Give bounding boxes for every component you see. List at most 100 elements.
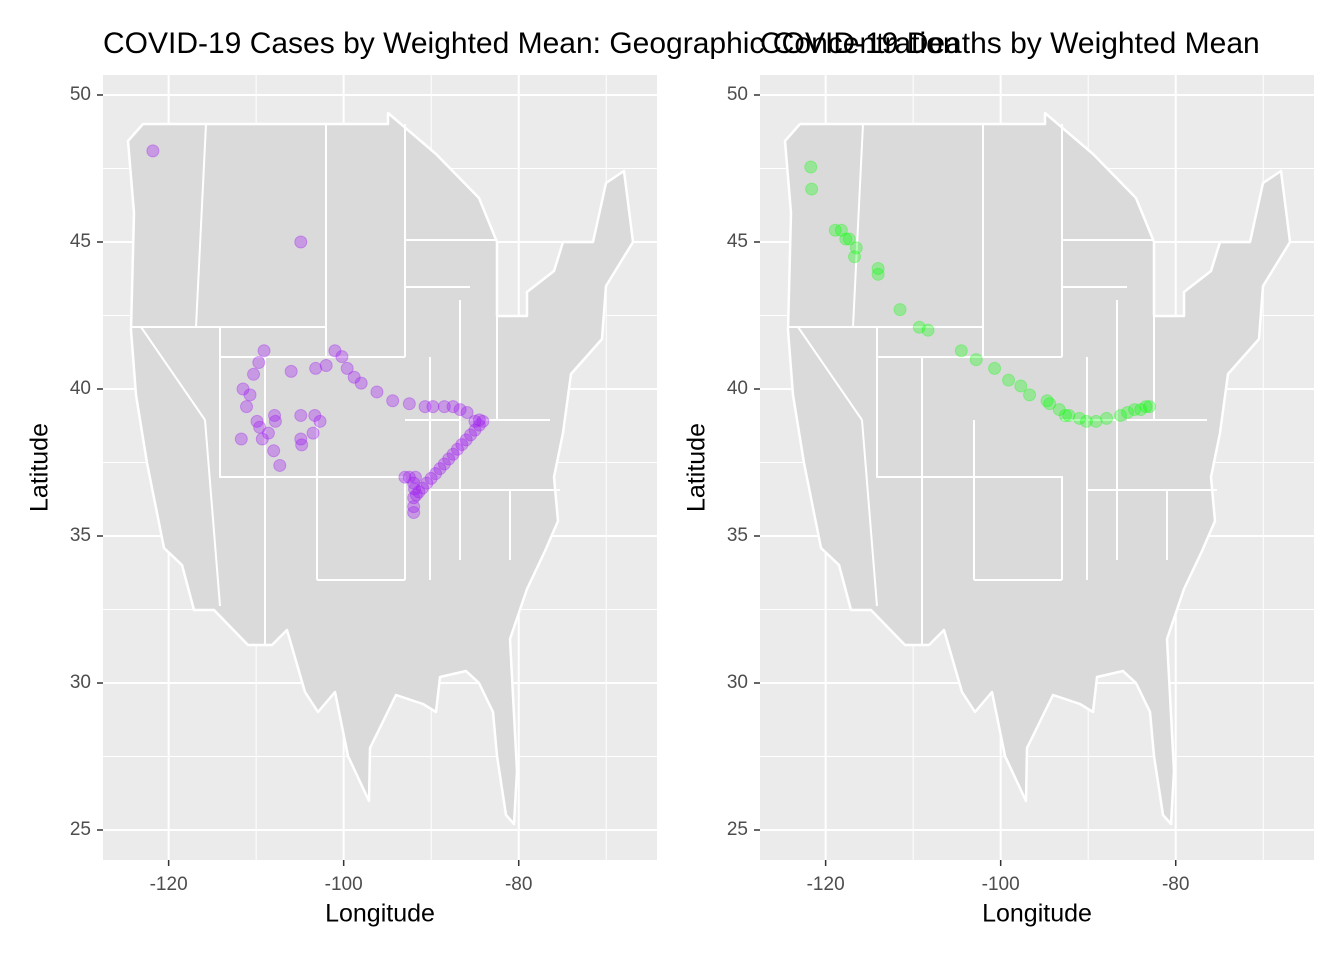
y-tick-label: 50: [70, 84, 91, 105]
point: [834, 223, 848, 237]
point: [424, 471, 438, 485]
point: [848, 250, 862, 264]
point: [1139, 400, 1153, 414]
y-tick-label: 40: [727, 378, 748, 399]
point: [459, 433, 473, 447]
y-tick-label: 30: [727, 672, 748, 693]
point: [418, 400, 432, 414]
point: [398, 470, 412, 484]
point: [460, 406, 474, 420]
point: [295, 438, 309, 452]
point: [1043, 397, 1057, 411]
point: [257, 344, 271, 358]
point: [386, 394, 400, 408]
point: [306, 426, 320, 440]
point: [240, 400, 254, 414]
point: [402, 470, 416, 484]
point: [1023, 388, 1037, 402]
chart-title: COVID-19 Deaths by Weighted Mean: [760, 27, 1260, 60]
point: [294, 432, 308, 446]
point: [255, 432, 269, 446]
point: [267, 444, 281, 458]
point: [912, 320, 926, 334]
point: [340, 361, 354, 375]
point: [273, 458, 287, 472]
point: [437, 400, 451, 414]
point: [468, 423, 482, 437]
point: [284, 364, 298, 378]
point: [409, 488, 423, 502]
point: [294, 235, 308, 249]
point: [805, 182, 819, 196]
point: [842, 232, 856, 246]
point: [921, 323, 935, 337]
point: [1128, 403, 1142, 417]
point: [429, 467, 443, 481]
point: [309, 361, 323, 375]
y-tick-label: 50: [727, 84, 748, 105]
y-axis-title: Latitude: [26, 423, 54, 512]
point: [455, 438, 469, 452]
point: [407, 491, 421, 505]
point: [1014, 379, 1028, 393]
point: [446, 447, 460, 461]
point: [247, 367, 261, 381]
x-tick-label: -120: [807, 874, 845, 895]
y-tick-label: 45: [727, 231, 748, 252]
x-tick-label: -120: [150, 874, 188, 895]
point: [871, 267, 885, 281]
point: [442, 452, 456, 466]
chart-title: COVID-19 Cases by Weighted Mean: Geograp…: [103, 27, 960, 60]
y-tick-label: 45: [70, 231, 91, 252]
point: [988, 361, 1002, 375]
x-tick-label: -100: [325, 874, 363, 895]
point: [849, 241, 863, 255]
point: [871, 261, 885, 275]
point: [407, 505, 421, 519]
point: [335, 350, 349, 364]
point: [828, 223, 842, 237]
x-tick-label: -100: [982, 874, 1020, 895]
point: [446, 400, 460, 414]
point: [236, 382, 250, 396]
point: [450, 442, 464, 456]
point: [294, 408, 308, 422]
point: [1100, 411, 1114, 425]
point: [268, 408, 282, 422]
point: [437, 457, 451, 471]
point: [408, 470, 422, 484]
point: [261, 426, 275, 440]
point: [146, 144, 160, 158]
point: [468, 414, 482, 428]
panel: -120 -100 -80 25 30 35 40 45 50 Longitude Latitude…: [683, 27, 1314, 928]
point: [408, 482, 422, 496]
point: [1002, 373, 1016, 387]
point: [402, 397, 416, 411]
point: [354, 376, 368, 390]
point: [426, 400, 440, 414]
y-tick-label: 35: [727, 525, 748, 546]
point: [250, 414, 264, 428]
point: [893, 303, 907, 317]
point: [804, 160, 818, 174]
point: [1142, 400, 1156, 414]
point: [1072, 411, 1086, 425]
point: [472, 418, 486, 432]
x-tick-label: -80: [505, 874, 532, 895]
point: [1040, 394, 1054, 408]
x-tick-label: -80: [1162, 874, 1189, 895]
y-tick-label: 25: [70, 819, 91, 840]
y-tick-label: 35: [70, 525, 91, 546]
point: [1062, 408, 1076, 422]
point: [464, 428, 478, 442]
point: [1114, 408, 1128, 422]
point: [308, 408, 322, 422]
point: [476, 414, 490, 428]
y-tick-label: 30: [70, 672, 91, 693]
point: [319, 358, 333, 372]
point: [453, 403, 467, 417]
panel: -120 -100 -80 25 30 35 40 45 50 Longitude Latitude…: [26, 27, 960, 928]
point: [1058, 408, 1072, 422]
